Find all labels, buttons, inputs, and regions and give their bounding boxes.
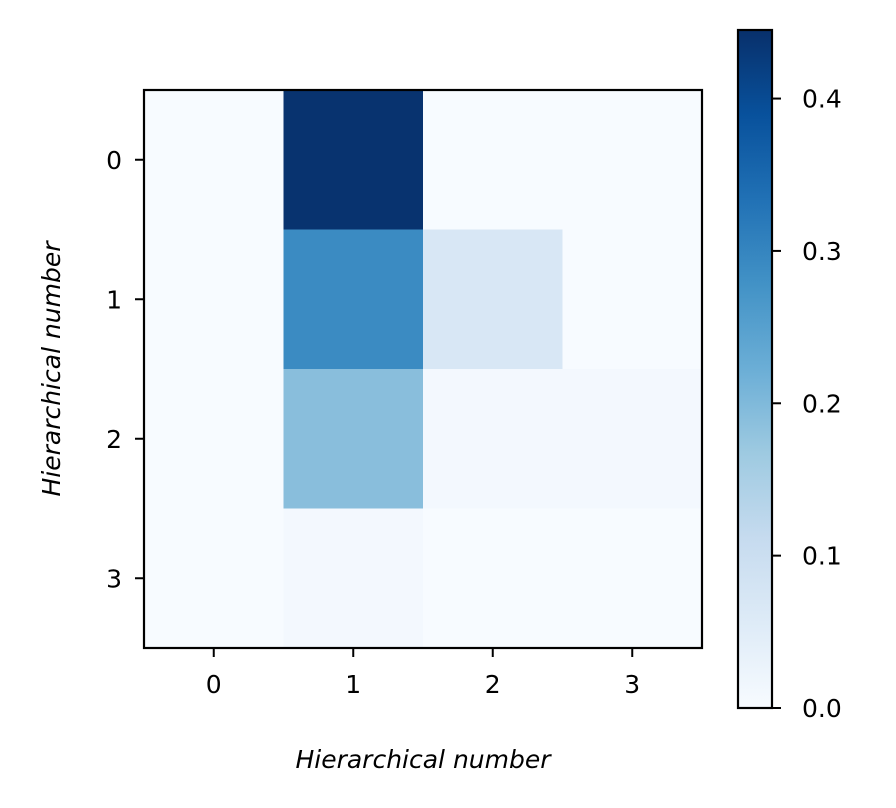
heatmap-cells bbox=[144, 90, 703, 649]
colorbar-tick-label: 0.2 bbox=[802, 389, 842, 418]
heatmap-cell bbox=[423, 369, 563, 509]
heatmap-cell bbox=[562, 90, 703, 230]
heatmap-cell bbox=[144, 369, 284, 509]
heatmap-cell bbox=[283, 229, 424, 370]
colorbar bbox=[738, 30, 772, 708]
heatmap-cell bbox=[562, 508, 703, 649]
plot-frame bbox=[142, 88, 704, 650]
y-tick-label: 2 bbox=[106, 425, 122, 454]
y-tick-label: 0 bbox=[106, 146, 122, 175]
x-axis-ticks: 0 1 2 3 bbox=[206, 648, 640, 699]
colorbar-tick-label: 0.4 bbox=[802, 85, 842, 114]
y-tick-label: 3 bbox=[106, 564, 122, 593]
heatmap-cell bbox=[423, 229, 563, 370]
heatmap-cell bbox=[562, 369, 703, 509]
colorbar-frame bbox=[736, 28, 774, 710]
heatmap-cell bbox=[562, 229, 703, 370]
heatmap-cell bbox=[144, 90, 284, 230]
colorbar-tick-label: 0.0 bbox=[802, 694, 842, 723]
heatmap-cell bbox=[144, 508, 284, 649]
heatmap-cell bbox=[423, 90, 563, 230]
colorbar-tick-label: 0.1 bbox=[802, 542, 842, 571]
colorbar-ticks: 0.0 0.1 0.2 0.3 0.4 bbox=[772, 85, 842, 723]
heatmap-cell bbox=[144, 229, 284, 370]
x-tick-label: 1 bbox=[345, 670, 361, 699]
heatmap-cell bbox=[283, 508, 424, 649]
colorbar-tick-label: 0.3 bbox=[802, 237, 842, 266]
heatmap-cell bbox=[283, 90, 424, 230]
x-tick-label: 2 bbox=[485, 670, 501, 699]
y-tick-label: 1 bbox=[106, 285, 122, 314]
heatmap-cell bbox=[283, 369, 424, 509]
x-axis-label: Hierarchical number bbox=[295, 745, 552, 774]
x-tick-label: 3 bbox=[624, 670, 640, 699]
y-axis-ticks: 0 1 2 3 bbox=[106, 146, 144, 593]
heatmap-cell bbox=[423, 508, 563, 649]
y-axis-label: Hierarchical number bbox=[37, 240, 66, 497]
x-tick-label: 0 bbox=[206, 670, 222, 699]
